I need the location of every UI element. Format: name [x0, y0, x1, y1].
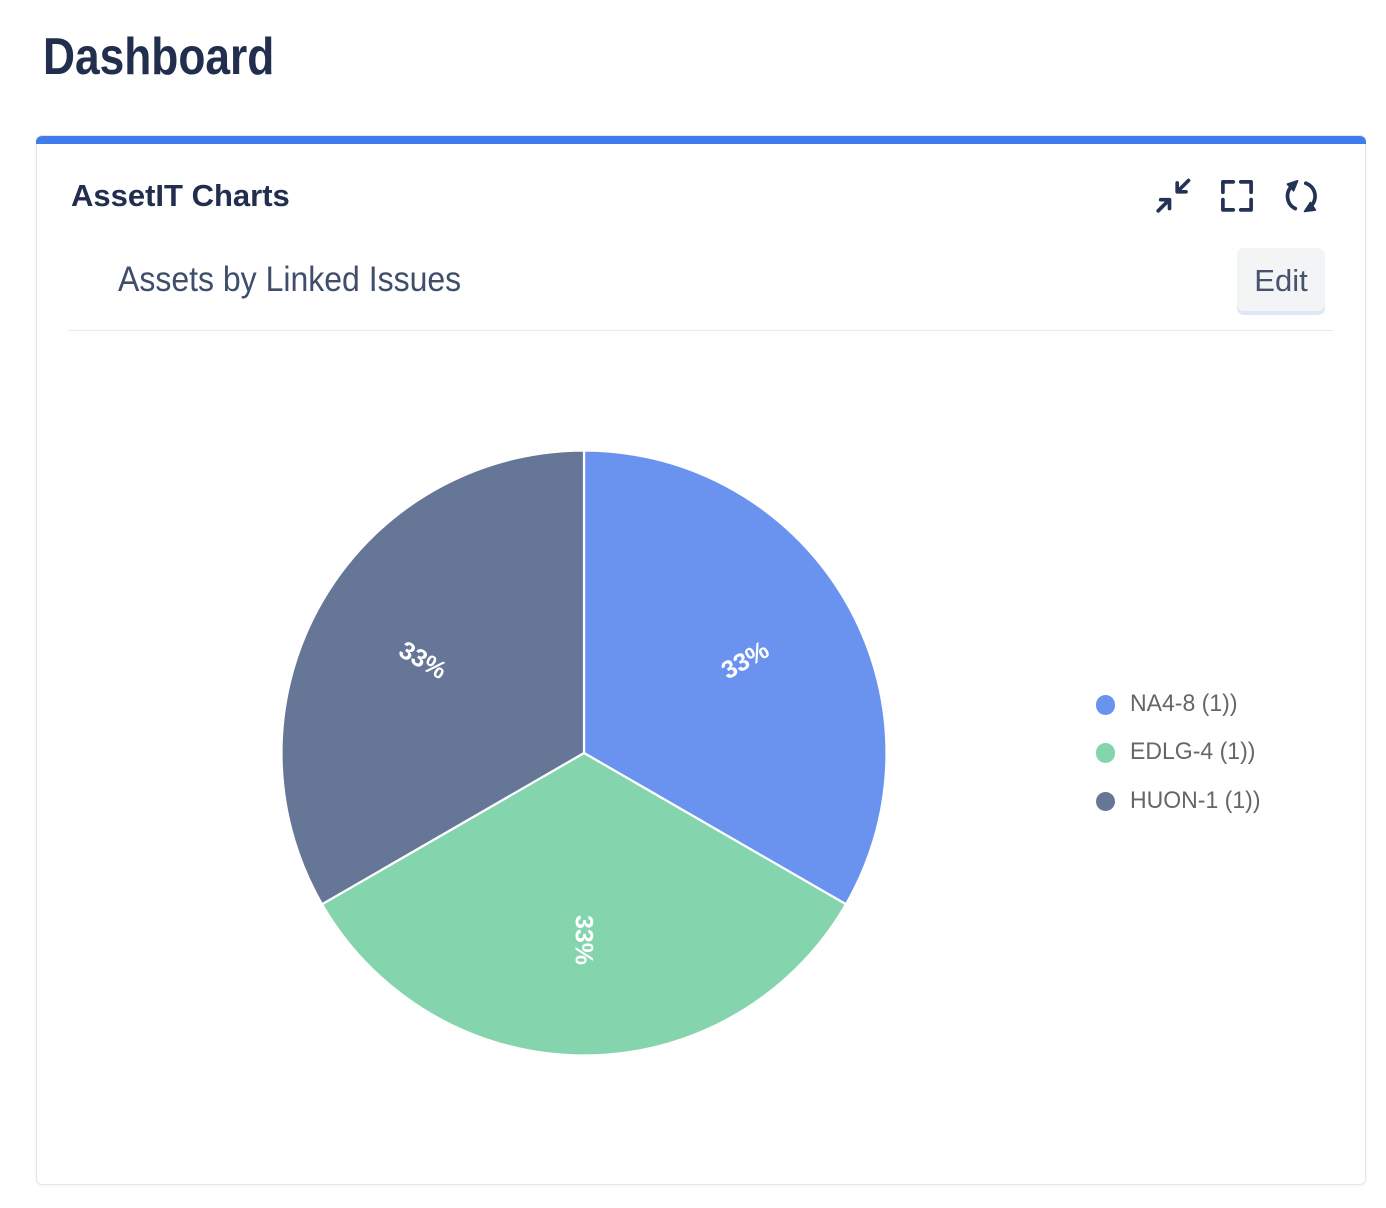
- svg-text:33%: 33%: [570, 915, 598, 965]
